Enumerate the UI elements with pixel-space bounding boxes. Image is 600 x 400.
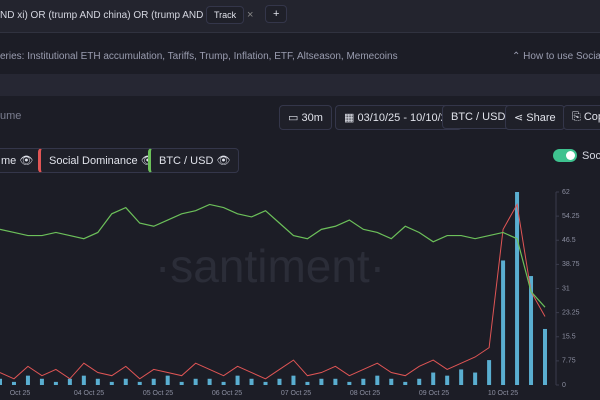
- bar: [529, 276, 534, 385]
- bar: [137, 381, 142, 385]
- bar: [319, 378, 324, 385]
- x-tick-label: 05 Oct 25: [143, 390, 173, 397]
- bar: [543, 328, 547, 385]
- x-tick-label: Oct 25: [10, 390, 31, 397]
- copy: Cop: [583, 111, 600, 123]
- bar: [123, 378, 128, 385]
- interval: 30m: [301, 112, 323, 124]
- date-button[interactable]: ▦ 03/10/25 - 10/10/25: [335, 105, 462, 130]
- pair-button[interactable]: BTC / USD: [442, 105, 515, 129]
- bar: [179, 381, 184, 385]
- bar: [361, 378, 366, 385]
- x-tick-label: 09 Oct 25: [419, 390, 449, 397]
- bar: [193, 378, 198, 385]
- x-tick-label: 06 Oct 25: [212, 390, 242, 397]
- bar: [109, 381, 114, 385]
- bar: [473, 372, 478, 385]
- bar: [431, 372, 436, 385]
- bar: [25, 375, 30, 385]
- bar: [81, 375, 86, 385]
- y-tick-label: 0: [562, 382, 566, 389]
- bar: [389, 378, 394, 385]
- metric-label: ume: [0, 110, 22, 122]
- bar: [445, 375, 450, 385]
- y-tick-label: 23.25: [562, 309, 580, 316]
- categories: eries: Institutional ETH accumulation, T…: [0, 51, 398, 62]
- x-tick-label: 04 Oct 25: [74, 390, 104, 397]
- add-tab[interactable]: +: [265, 5, 288, 23]
- y-tick-label: 54.25: [562, 213, 580, 220]
- help-link[interactable]: ⌃ How to use Social T: [512, 51, 600, 62]
- watermark: ·santiment·: [155, 240, 385, 292]
- legend-dominance-text: Social Dominance: [49, 155, 138, 167]
- bar: [263, 381, 268, 385]
- help-text[interactable]: How to use Social T: [523, 51, 600, 62]
- share-button[interactable]: ⋖ Share: [505, 105, 565, 130]
- tab-query[interactable]: ND xi) OR (trump AND china) OR (trump AN…: [0, 10, 234, 21]
- bar: [11, 381, 16, 385]
- bar: [375, 375, 380, 385]
- share: Share: [526, 112, 556, 124]
- chart: ·santiment· 62 54.25 46.5 38.75 31 23.25 15.5 7…: [0, 189, 580, 397]
- legend-price-text: BTC / USD: [159, 155, 214, 167]
- top-bar: [0, 0, 600, 33]
- dates: 03/10/25 - 10/10/25: [357, 112, 453, 124]
- bar: [291, 375, 296, 385]
- search-bar: [0, 74, 600, 96]
- y-tick-label: 38.75: [562, 261, 580, 268]
- toggle[interactable]: [553, 149, 577, 162]
- bar: [487, 360, 492, 385]
- bar: [501, 260, 506, 385]
- x-tick-label: 10 Oct 25: [488, 390, 518, 397]
- bar: [0, 378, 2, 385]
- x-tick-label: 08 Oct 25: [350, 390, 380, 397]
- y-tick-label: 62: [562, 189, 570, 196]
- line-series: [0, 202, 546, 380]
- bar: [165, 375, 170, 385]
- bar: [459, 369, 464, 385]
- track-button[interactable]: Track: [206, 6, 245, 24]
- bar: [403, 381, 408, 385]
- bar: [95, 378, 100, 385]
- bar: [67, 378, 72, 385]
- y-tick-label: 46.5: [562, 237, 576, 244]
- legend-dominance[interactable]: Social Dominance 👁: [38, 148, 164, 173]
- bar: [515, 192, 520, 385]
- close-icon[interactable]: ×: [247, 9, 254, 21]
- bar: [417, 378, 422, 385]
- bar: [39, 378, 44, 385]
- bar: [305, 381, 310, 385]
- legend-volume[interactable]: me 👁: [0, 148, 43, 173]
- bar: [221, 381, 226, 385]
- bar: [249, 378, 254, 385]
- interval-button[interactable]: ▭ 30m: [279, 105, 332, 130]
- y-tick-label: 15.5: [562, 334, 576, 341]
- bar: [53, 381, 58, 385]
- bar: [151, 378, 156, 385]
- bar: [333, 378, 338, 385]
- toggle-label: Soci: [582, 150, 600, 162]
- legend-price[interactable]: BTC / USD 👁: [148, 148, 240, 173]
- copy-button[interactable]: ⎘ Cop: [563, 105, 600, 130]
- bar: [347, 381, 352, 385]
- x-tick-label: 07 Oct 25: [281, 390, 311, 397]
- bar: [207, 378, 212, 385]
- bar: [235, 375, 240, 385]
- bar: [277, 378, 282, 385]
- y-tick-label: 7.75: [562, 358, 576, 365]
- legend-volume-text: me: [1, 155, 17, 167]
- line-series: [0, 203, 546, 308]
- y-tick-label: 31: [562, 285, 570, 292]
